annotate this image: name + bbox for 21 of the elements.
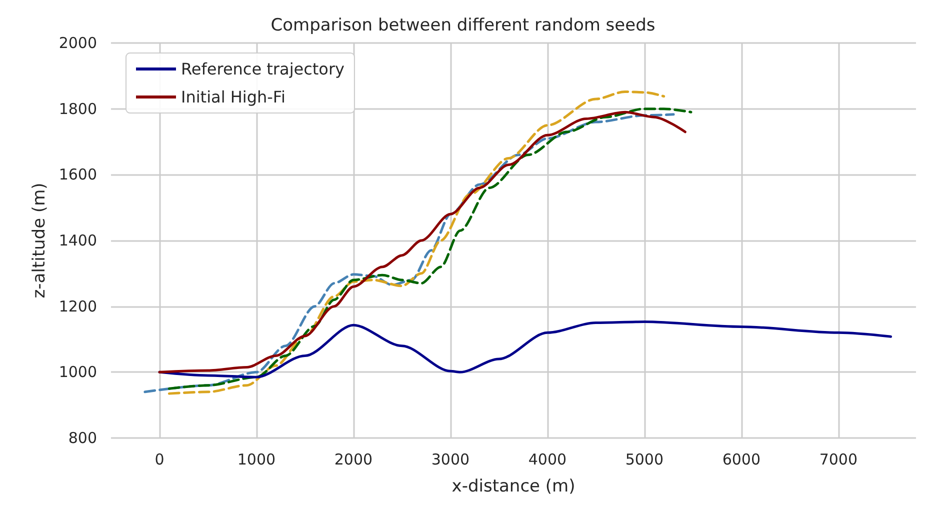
y-tick-label: 1800 <box>58 100 97 118</box>
y-tick-label: 1600 <box>58 166 97 184</box>
legend-label: Initial High-Fi <box>181 88 286 106</box>
x-tick-label: 1000 <box>237 450 276 468</box>
line-series <box>158 320 892 378</box>
x-axis-title: x-distance (m) <box>452 476 576 496</box>
y-tick-label: 2000 <box>58 34 97 52</box>
x-tick-label: 6000 <box>722 450 761 468</box>
y-tick-label: 800 <box>68 429 97 447</box>
y-tick-label: 1200 <box>58 297 97 316</box>
y-axis-title: z-altitude (m) <box>29 182 50 298</box>
x-tick-label: 5000 <box>625 450 664 468</box>
x-tick-label: 2000 <box>334 450 373 468</box>
legend-label: Reference trajectory <box>181 60 345 78</box>
chart-title: Comparison between different random seeds <box>270 16 656 36</box>
x-tick-label: 7000 <box>819 450 858 468</box>
y-tick-label: 1400 <box>58 232 97 250</box>
y-tick-label: 1000 <box>58 363 97 382</box>
x-tick-label: 3000 <box>431 450 470 468</box>
x-tick-label: 0 <box>154 450 164 468</box>
x-tick-label: 4000 <box>528 450 567 468</box>
